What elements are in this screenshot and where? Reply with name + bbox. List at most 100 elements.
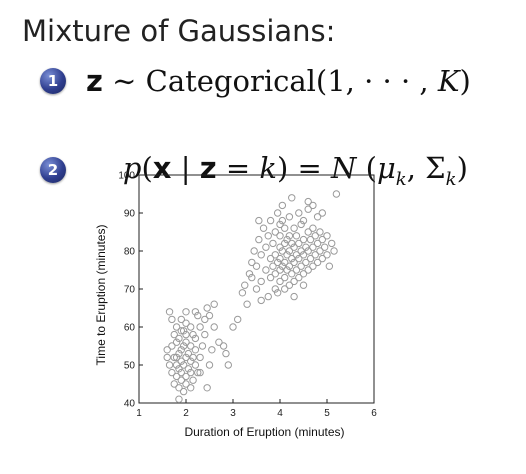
eq2-open: ( <box>141 151 153 185</box>
data-point <box>182 308 190 316</box>
data-point <box>285 262 294 270</box>
data-point <box>278 262 287 270</box>
data-point <box>175 395 183 403</box>
data-point <box>304 266 312 274</box>
eq2-p: p <box>122 151 142 185</box>
data-point <box>320 243 329 251</box>
data-point <box>168 368 176 377</box>
data-point <box>182 330 190 339</box>
eq2-Sigma: Σ <box>425 151 446 185</box>
data-point <box>323 232 331 240</box>
data-point <box>283 266 291 274</box>
data-point <box>318 209 326 217</box>
data-point <box>182 319 190 327</box>
data-point <box>177 368 186 377</box>
data-point <box>283 251 291 259</box>
eq2-args-close: ) <box>456 151 468 185</box>
data-point <box>273 209 282 217</box>
data-point <box>189 376 197 384</box>
data-point <box>285 213 294 221</box>
eq1-dist: Categorical <box>145 64 316 98</box>
data-point <box>292 232 301 240</box>
data-point <box>175 334 183 343</box>
data-point <box>208 346 216 354</box>
data-point <box>316 228 324 236</box>
data-point <box>172 323 181 331</box>
data-point <box>172 338 181 346</box>
slide-title: Mixture of Gaussians: <box>22 14 336 48</box>
data-point <box>175 365 183 373</box>
data-point <box>276 277 284 286</box>
data-point <box>229 323 237 331</box>
data-point <box>271 228 279 236</box>
data-point <box>205 311 214 320</box>
data-point <box>245 270 254 278</box>
data-point <box>163 346 171 354</box>
data-point <box>278 216 287 225</box>
data-point <box>210 300 218 308</box>
data-point <box>309 224 317 232</box>
data-point <box>187 342 195 350</box>
data-point <box>285 281 294 289</box>
data-point <box>165 361 174 369</box>
data-point <box>252 262 261 270</box>
data-point <box>177 376 186 384</box>
x-tick-label: 3 <box>230 408 236 419</box>
data-point <box>290 224 298 232</box>
data-point <box>313 239 322 248</box>
data-point <box>191 334 200 343</box>
plot-frame <box>138 174 375 404</box>
y-tick-label: 50 <box>124 361 136 372</box>
data-point <box>182 372 190 381</box>
data-point <box>177 357 186 365</box>
data-point <box>191 361 200 369</box>
y-tick-label: 60 <box>124 323 136 334</box>
bullet-row-2: 2 p(x | z = k) = N (μk, Σk) <box>40 117 468 224</box>
data-point <box>273 289 282 297</box>
data-point <box>187 368 195 377</box>
data-point <box>243 300 251 308</box>
data-point <box>299 270 308 278</box>
data-point <box>325 262 334 270</box>
data-point <box>290 243 298 251</box>
eq2-mu-sub: k <box>395 168 407 190</box>
data-point <box>179 342 188 350</box>
data-point <box>248 258 256 267</box>
eq2-equals: = <box>288 151 332 185</box>
data-point <box>309 262 317 270</box>
data-point <box>201 315 209 324</box>
eq1-close: ) <box>459 64 471 98</box>
eq2-z: z <box>199 151 217 185</box>
data-point <box>259 224 268 232</box>
data-point <box>276 243 284 251</box>
data-point <box>290 292 298 301</box>
data-point <box>182 380 190 388</box>
data-point <box>302 258 310 267</box>
eq2-comma: , <box>406 151 426 185</box>
data-point <box>198 342 207 350</box>
y-tick-label: 90 <box>124 209 136 220</box>
data-point <box>184 365 193 373</box>
data-point <box>281 224 289 232</box>
data-point <box>175 349 183 358</box>
data-point <box>203 304 211 312</box>
eq2-k: k <box>259 151 277 185</box>
y-tick-label: 70 <box>124 285 136 296</box>
data-point <box>281 285 289 293</box>
data-point <box>276 254 284 263</box>
data-point <box>318 254 326 263</box>
data-point <box>304 205 312 213</box>
eq2-close: ) <box>276 151 289 185</box>
data-point <box>295 239 303 248</box>
data-point <box>288 254 296 263</box>
data-point <box>172 361 181 369</box>
eq2-N: N <box>331 151 357 185</box>
equation-1: z ∼ Categorical(1, · · · , K) <box>86 64 471 98</box>
x-tick-label: 2 <box>183 408 189 419</box>
data-point <box>184 349 193 358</box>
data-point <box>297 247 305 255</box>
eq1-args: (1, · · · , <box>315 64 438 98</box>
data-point <box>191 308 200 316</box>
data-point <box>170 380 178 388</box>
data-point <box>318 235 326 244</box>
